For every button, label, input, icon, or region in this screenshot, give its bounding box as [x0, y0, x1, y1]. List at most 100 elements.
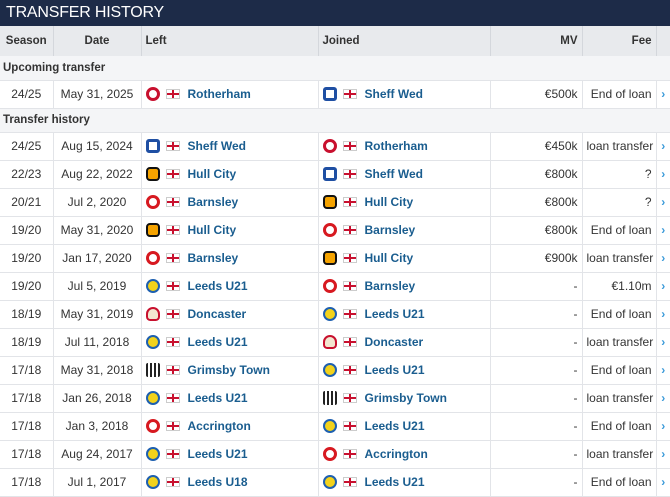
transfer-row[interactable]: 19/20 May 31, 2020 Hull City Barnsley €800k E… [0, 216, 670, 245]
row-detail-cell[interactable]: › [656, 216, 670, 245]
transfer-row[interactable]: 24/25 May 31, 2025 Rotherham Sheff Wed €500k… [0, 80, 670, 109]
joined-club-link[interactable]: Hull City [364, 195, 414, 209]
chevron-right-icon[interactable]: › [661, 475, 666, 489]
chevron-right-icon[interactable]: › [661, 223, 666, 237]
date-cell: Aug 22, 2022 [53, 160, 142, 189]
transfer-row[interactable]: 18/19 May 31, 2019 Doncaster Leeds U21 - End … [0, 300, 670, 329]
joined-club-link[interactable]: Sheff Wed [364, 87, 423, 101]
fee-cell: ? [582, 160, 657, 189]
left-club-link[interactable]: Doncaster [187, 307, 247, 321]
row-detail-cell[interactable]: › [656, 468, 670, 497]
left-club-link[interactable]: Rotherham [187, 87, 251, 101]
joined-club-link[interactable]: Barnsley [364, 279, 416, 293]
england-flag-icon [342, 89, 357, 99]
header-left: Left [141, 26, 319, 56]
transfer-row[interactable]: 24/25 Aug 15, 2024 Sheff Wed Rotherham €450k… [0, 132, 670, 161]
left-club-cell: Sheff Wed [141, 132, 319, 161]
transfer-row[interactable]: 19/20 Jul 5, 2019 Leeds U21 Barnsley - €1.10m… [0, 272, 670, 301]
chevron-right-icon[interactable]: › [661, 419, 666, 433]
joined-club-link[interactable]: Sheff Wed [364, 167, 423, 181]
left-club-link[interactable]: Leeds U21 [187, 391, 248, 405]
row-detail-cell[interactable]: › [656, 160, 670, 189]
chevron-right-icon[interactable]: › [661, 251, 666, 265]
joined-club-cell: Leeds U21 [318, 468, 491, 497]
left-club-link[interactable]: Leeds U18 [187, 475, 248, 489]
joined-club-link[interactable]: Leeds U21 [364, 419, 425, 433]
left-club-cell: Leeds U21 [141, 440, 319, 469]
joined-club-cell: Sheff Wed [318, 80, 491, 109]
left-club-link[interactable]: Barnsley [187, 251, 239, 265]
chevron-right-icon[interactable]: › [661, 391, 666, 405]
chevron-right-icon[interactable]: › [661, 279, 666, 293]
market-value-cell: €500k [490, 80, 583, 109]
market-value-cell: - [490, 468, 583, 497]
row-detail-cell[interactable]: › [656, 80, 670, 109]
row-detail-cell[interactable]: › [656, 356, 670, 385]
chevron-right-icon[interactable]: › [661, 195, 666, 209]
transfer-row[interactable]: 17/18 Jan 26, 2018 Leeds U21 Grimsby Town - l… [0, 384, 670, 413]
leeds-crest-icon [145, 335, 160, 349]
leeds-crest-icon [145, 391, 160, 405]
chevron-right-icon[interactable]: › [661, 167, 666, 181]
row-detail-cell[interactable]: › [656, 328, 670, 357]
transfer-row[interactable]: 19/20 Jan 17, 2020 Barnsley Hull City €900k l… [0, 244, 670, 273]
transfer-row[interactable]: 20/21 Jul 2, 2020 Barnsley Hull City €800k? › [0, 188, 670, 217]
england-flag-icon [165, 477, 180, 487]
joined-club-link[interactable]: Rotherham [364, 139, 428, 153]
doncaster-crest-icon [145, 307, 160, 321]
chevron-right-icon[interactable]: › [661, 139, 666, 153]
fee-cell: loan transfer [582, 384, 657, 413]
left-club-link[interactable]: Leeds U21 [187, 279, 248, 293]
joined-club-link[interactable]: Leeds U21 [364, 363, 425, 377]
row-detail-cell[interactable]: › [656, 440, 670, 469]
chevron-right-icon[interactable]: › [661, 87, 666, 101]
chevron-right-icon[interactable]: › [661, 335, 666, 349]
england-flag-icon [342, 477, 357, 487]
left-club-link[interactable]: Accrington [187, 419, 251, 433]
row-detail-cell[interactable]: › [656, 384, 670, 413]
joined-club-cell: Grimsby Town [318, 384, 491, 413]
england-flag-icon [165, 449, 180, 459]
row-detail-cell[interactable]: › [656, 272, 670, 301]
chevron-right-icon[interactable]: › [661, 363, 666, 377]
row-detail-cell[interactable]: › [656, 244, 670, 273]
left-club-link[interactable]: Sheff Wed [187, 139, 246, 153]
sheffwed-crest-icon [322, 167, 337, 181]
row-detail-cell[interactable]: › [656, 188, 670, 217]
header-fee: Fee [582, 26, 657, 56]
joined-club-cell: Doncaster [318, 328, 491, 357]
left-club-cell: Accrington [141, 412, 319, 441]
joined-club-link[interactable]: Grimsby Town [364, 391, 447, 405]
left-club-link[interactable]: Grimsby Town [187, 363, 270, 377]
transfer-row[interactable]: 17/18 Jan 3, 2018 Accrington Leeds U21 - End … [0, 412, 670, 441]
row-detail-cell[interactable]: › [656, 412, 670, 441]
season-cell: 17/18 [0, 384, 54, 413]
joined-club-link[interactable]: Hull City [364, 251, 414, 265]
chevron-right-icon[interactable]: › [661, 447, 666, 461]
left-club-link[interactable]: Leeds U21 [187, 335, 248, 349]
fee-cell: End of loan [582, 216, 657, 245]
season-cell: 19/20 [0, 244, 54, 273]
transfer-row[interactable]: 17/18 May 31, 2018 Grimsby Town Leeds U21 - E… [0, 356, 670, 385]
section-history-label: Transfer history [0, 108, 670, 133]
left-club-link[interactable]: Hull City [187, 167, 237, 181]
joined-club-link[interactable]: Accrington [364, 447, 428, 461]
row-detail-cell[interactable]: › [656, 300, 670, 329]
row-detail-cell[interactable]: › [656, 132, 670, 161]
england-flag-icon [342, 365, 357, 375]
chevron-right-icon[interactable]: › [661, 307, 666, 321]
england-flag-icon [342, 141, 357, 151]
transfer-row[interactable]: 18/19 Jul 11, 2018 Leeds U21 Doncaster - loan… [0, 328, 670, 357]
joined-club-link[interactable]: Leeds U21 [364, 307, 425, 321]
transfer-row[interactable]: 22/23 Aug 22, 2022 Hull City Sheff Wed €800k… [0, 160, 670, 189]
joined-club-link[interactable]: Doncaster [364, 335, 424, 349]
left-club-link[interactable]: Leeds U21 [187, 447, 248, 461]
left-club-link[interactable]: Barnsley [187, 195, 239, 209]
transfer-row[interactable]: 17/18 Jul 1, 2017 Leeds U18 Leeds U21 - End o… [0, 468, 670, 497]
england-flag-icon [165, 169, 180, 179]
left-club-link[interactable]: Hull City [187, 223, 237, 237]
season-cell: 19/20 [0, 272, 54, 301]
transfer-row[interactable]: 17/18 Aug 24, 2017 Leeds U21 Accrington - loa… [0, 440, 670, 469]
joined-club-link[interactable]: Barnsley [364, 223, 416, 237]
joined-club-link[interactable]: Leeds U21 [364, 475, 425, 489]
